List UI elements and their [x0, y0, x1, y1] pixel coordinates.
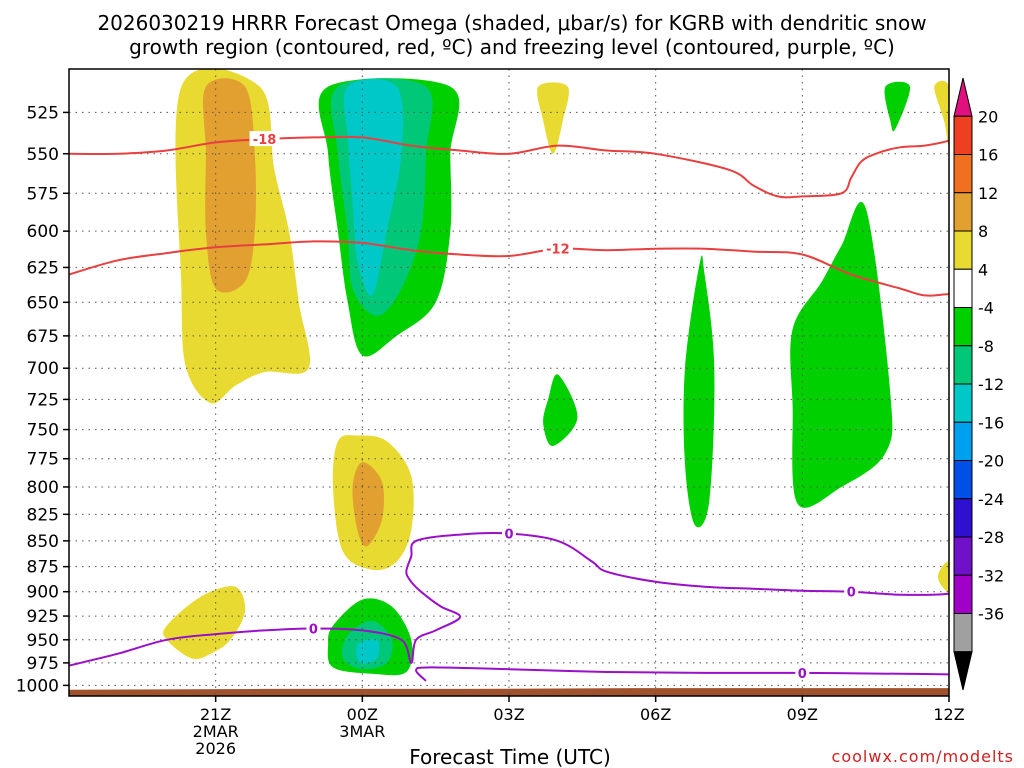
- yellow-region-4: [537, 82, 569, 154]
- colorbar-label-13: -36: [978, 605, 1004, 624]
- orange-region-2: [352, 462, 385, 547]
- cyan-region-2: [356, 639, 380, 664]
- colorbar-label-0: 20: [978, 107, 998, 126]
- credit-text: coolwx.com/modelts: [832, 747, 1014, 766]
- x-tick-label-1-2: 2026: [195, 739, 236, 758]
- purple-contour-0-low-label: 0: [847, 586, 856, 601]
- y-tick-label-750: 750: [27, 421, 59, 441]
- purple-contour-0-low-label-bg: [844, 583, 859, 599]
- colorbar-label-3: 8: [978, 222, 988, 241]
- colorbar-bin-7: [953, 345, 973, 385]
- colorbar: 20 16 12 8 4 -4 -8 -12 -16 -20 -24 -28 -32 -36: [953, 77, 1004, 691]
- colorbar-bin-6: [953, 307, 973, 347]
- x-tick-label-16-0: 12Z: [933, 705, 964, 724]
- colorbar-bin-13: [953, 574, 973, 614]
- x-tick-label-10-0: 06Z: [640, 705, 671, 724]
- colorbar-bin-2: [953, 154, 973, 194]
- x-tick-label-13-0: 09Z: [787, 705, 818, 724]
- colorbar-label-7: -12: [978, 375, 1004, 394]
- colorbar-label-2: 12: [978, 184, 998, 203]
- y-tick-label-575: 575: [27, 184, 59, 204]
- green-region-3: [543, 374, 578, 447]
- y-tick-label-825: 825: [27, 505, 59, 525]
- y-tick-label-875: 875: [27, 558, 59, 578]
- green-region-4: [683, 255, 715, 528]
- colorbar-label-4: 4: [978, 260, 988, 279]
- purple-contour-0-low-label-bg: [502, 525, 516, 541]
- y-tick-label-625: 625: [27, 258, 59, 278]
- y-tick-label-700: 700: [27, 359, 59, 379]
- colorbar-bin-8: [953, 383, 973, 423]
- grid-lines: [69, 69, 949, 696]
- colorbar-label-6: -8: [978, 337, 994, 356]
- colorbar-bin-1: [953, 115, 973, 155]
- colorbar-label-11: -28: [978, 528, 1004, 547]
- y-tick-label-1000: 1000: [16, 676, 59, 696]
- purple-contour-0-surface-label: 0: [798, 667, 807, 682]
- y-tick-label-925: 925: [27, 607, 59, 627]
- yellow-region-5: [934, 80, 949, 147]
- colorbar-bin-15: [953, 651, 973, 691]
- purple-contour-0-surface-label-bg: [795, 664, 810, 680]
- colorbar-bin-9: [953, 421, 973, 461]
- y-tick-label-675: 675: [27, 327, 59, 347]
- colorbar-bin-0: [953, 77, 973, 117]
- x-tick-label-1-0: 21Z: [200, 705, 231, 724]
- yellow-region-6: [938, 561, 949, 592]
- y-tick-label-800: 800: [27, 478, 59, 498]
- x-tick-label-1-1: 2MAR: [193, 722, 239, 741]
- purple-contour-0-surface: [415, 666, 949, 682]
- colorbar-bin-3: [953, 192, 973, 232]
- y-tick-label-725: 725: [27, 390, 59, 410]
- colorbar-label-9: -20: [978, 452, 1004, 471]
- colorbar-bin-4: [953, 230, 973, 270]
- purple-contour-0-low-label-bg: [306, 620, 321, 636]
- colorbar-bin-11: [953, 498, 973, 538]
- y-tick-label-775: 775: [27, 450, 59, 470]
- y-tick-label-600: 600: [27, 222, 59, 242]
- colorbar-bin-10: [953, 460, 973, 500]
- colorbar-bin-5: [953, 268, 973, 308]
- green-region-5: [884, 81, 911, 132]
- y-tick-label-525: 525: [27, 103, 59, 123]
- plot-area: -18 -12 0 0 0 0: [68, 68, 950, 697]
- orange-region-1: [203, 78, 256, 293]
- purple-contour-0-low-label: 0: [309, 622, 318, 637]
- chart-title-line2: growth region (contoured, red, ºC) and f…: [129, 35, 895, 59]
- x-tick-label-7-0: 03Z: [493, 705, 524, 724]
- contour-labels: -18 -12 0 0 0 0: [249, 131, 859, 682]
- y-tick-label-650: 650: [27, 293, 59, 313]
- x-tick-label-4-1: 3MAR: [339, 722, 385, 741]
- terrain-ground: [69, 688, 949, 696]
- y-tick-label-900: 900: [27, 583, 59, 603]
- colorbar-bin-12: [953, 536, 973, 576]
- colorbar-label-1: 16: [978, 146, 998, 165]
- chart-title-line1: 2026030219 HRRR Forecast Omega (shaded, …: [97, 11, 926, 35]
- y-axis: 525 550 575 600 625 650 675 700 725 750 775 800 825 8…: [16, 103, 69, 696]
- x-tick-label-4-0: 00Z: [347, 705, 378, 724]
- red-contour--12-label: -12: [546, 243, 570, 258]
- colorbar-bin-14: [953, 613, 973, 653]
- red-contour--12-label-bg: [542, 240, 573, 256]
- colorbar-label-10: -24: [978, 490, 1004, 509]
- x-axis-label: Forecast Time (UTC): [409, 745, 611, 768]
- colorbar-label-5: -4: [978, 299, 994, 318]
- yellow-region-3: [163, 586, 246, 660]
- y-tick-label-850: 850: [27, 532, 59, 552]
- y-tick-label-950: 950: [27, 631, 59, 651]
- y-tick-label-550: 550: [27, 145, 59, 165]
- purple-contour-0-low-label: 0: [504, 528, 513, 543]
- colorbar-label-12: -32: [978, 566, 1004, 585]
- y-tick-label-975: 975: [27, 654, 59, 674]
- red-contour--18-label: -18: [253, 133, 277, 148]
- colorbar-label-8: -16: [978, 413, 1004, 432]
- red-contour--18-label-bg: [249, 131, 280, 147]
